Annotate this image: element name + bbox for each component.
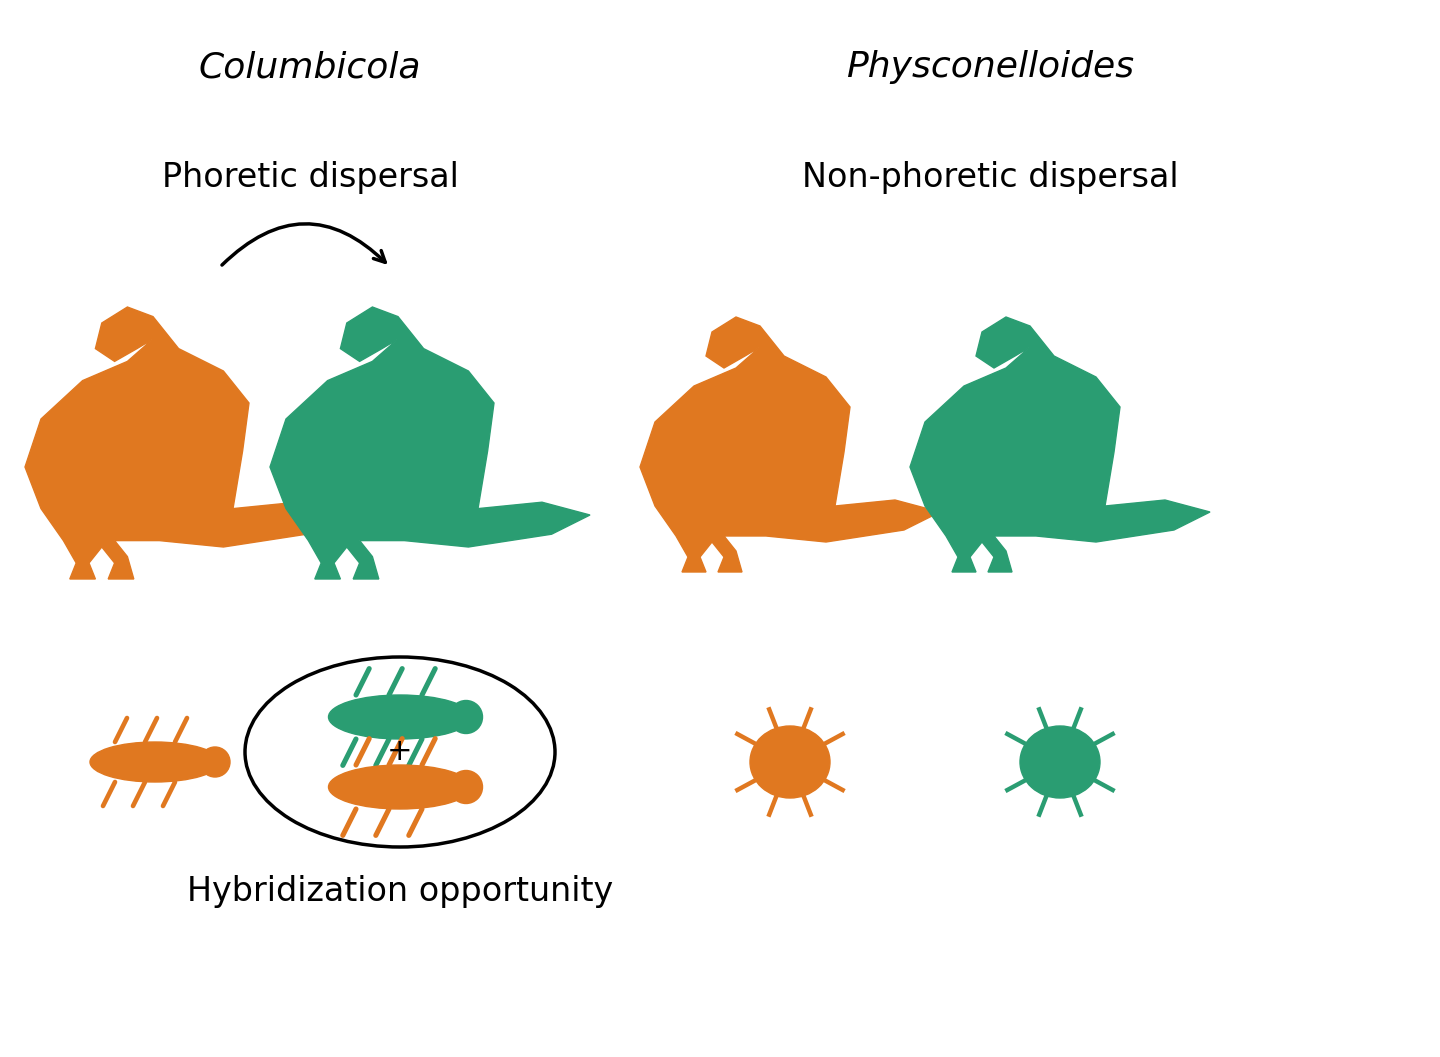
Ellipse shape	[449, 771, 482, 803]
Ellipse shape	[328, 765, 471, 809]
Ellipse shape	[200, 747, 230, 777]
Text: +: +	[387, 738, 413, 766]
Polygon shape	[271, 307, 590, 579]
Text: Hybridization opportunity: Hybridization opportunity	[187, 875, 613, 909]
Text: Physconelloides: Physconelloides	[845, 50, 1135, 84]
Ellipse shape	[1020, 726, 1100, 798]
FancyArrowPatch shape	[222, 224, 386, 265]
Ellipse shape	[449, 701, 482, 734]
Polygon shape	[910, 317, 1210, 572]
Text: Columbicola: Columbicola	[199, 50, 422, 84]
Polygon shape	[24, 307, 346, 579]
Polygon shape	[639, 317, 940, 572]
Ellipse shape	[328, 696, 471, 739]
Ellipse shape	[750, 726, 829, 798]
Text: Non-phoretic dispersal: Non-phoretic dispersal	[802, 161, 1178, 193]
Text: Phoretic dispersal: Phoretic dispersal	[161, 161, 458, 193]
Ellipse shape	[89, 742, 220, 782]
